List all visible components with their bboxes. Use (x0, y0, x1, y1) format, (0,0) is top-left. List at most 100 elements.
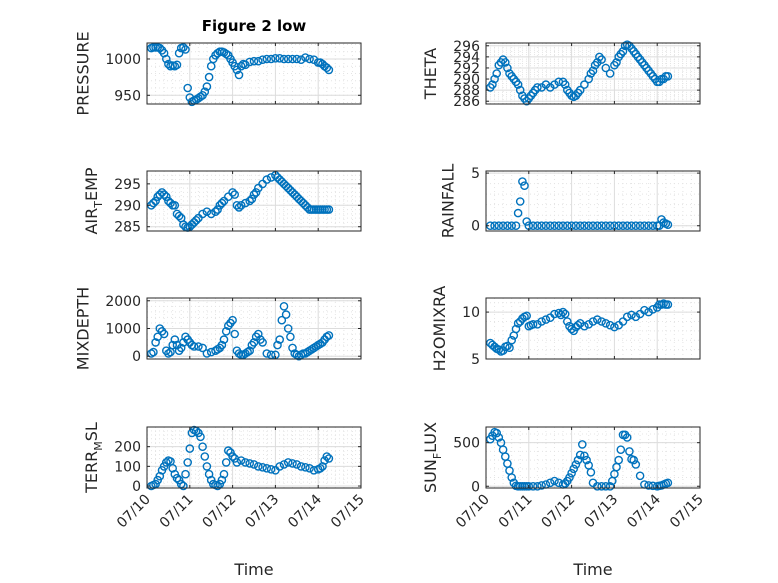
y-tick-label: 292 (453, 61, 480, 77)
data-point (558, 307, 568, 317)
axes-top-left: 950 1000 PRESSURE (74, 31, 362, 116)
data-point (597, 317, 606, 326)
y-tick-label: 290 (114, 198, 141, 214)
figure-title: Figure 2 low (202, 17, 307, 35)
data-point (324, 331, 334, 340)
data-point (228, 188, 237, 197)
data-point (627, 310, 636, 320)
data-point (511, 324, 521, 334)
y-axis-label: TERRMSL (82, 422, 105, 494)
data-point (518, 314, 527, 323)
data-point (275, 335, 285, 344)
data-point (597, 481, 606, 491)
y-axis-label: RAINFALL (438, 164, 457, 239)
data-point (625, 447, 634, 456)
data-point (503, 341, 512, 351)
data-point (588, 221, 598, 230)
data-point (202, 82, 212, 91)
data-point (245, 196, 254, 206)
data-point (202, 207, 212, 216)
data-point (567, 468, 576, 478)
data-point (149, 347, 158, 357)
data-point (236, 200, 246, 210)
data-point (170, 335, 180, 344)
data-point (550, 309, 559, 319)
axes-frame (146, 426, 362, 489)
data-point (614, 221, 624, 230)
axes-second-right: 0 5 RAINFALL (438, 164, 701, 239)
data-point (161, 192, 171, 201)
data-point (528, 319, 538, 329)
data-point (253, 329, 263, 339)
y-tick-label: 0 (471, 479, 480, 495)
data-point (507, 221, 517, 230)
y-axis-label: AIRTEMP (82, 167, 105, 234)
data-point (554, 221, 564, 230)
data-point (301, 462, 310, 472)
y-tick-label: 0 (132, 349, 141, 365)
data-point (550, 476, 559, 486)
data-point (586, 467, 596, 477)
data-point (605, 69, 615, 78)
data-point (228, 452, 237, 461)
data-point (232, 458, 242, 467)
data-point (537, 317, 546, 326)
data-point (601, 63, 611, 73)
data-point (198, 209, 207, 219)
x-tick-label: 07/13 (581, 492, 621, 532)
data-point (580, 80, 589, 89)
data-point (198, 442, 207, 452)
data-point (545, 221, 555, 230)
data-point (266, 350, 276, 360)
data-point (593, 315, 602, 324)
data-point (161, 54, 171, 64)
y-tick-label: 0 (471, 219, 480, 235)
data-point (279, 460, 289, 469)
y-tick-label: 100 (114, 459, 141, 475)
axes-frame (485, 297, 701, 360)
axes-frame (485, 170, 701, 232)
data-point (565, 473, 574, 482)
data-point (533, 221, 542, 230)
data-point (273, 173, 282, 182)
data-point (183, 83, 192, 93)
data-point (217, 340, 227, 350)
data-point (498, 221, 508, 230)
data-point (541, 315, 551, 324)
x-tick-label: 07/12 (539, 492, 579, 532)
y-axis-label: THETA (421, 48, 440, 100)
data-point (322, 63, 332, 72)
data-point (622, 312, 632, 322)
data-point (322, 332, 332, 342)
data-point (614, 455, 624, 465)
data-point (545, 478, 555, 488)
data-point (288, 343, 297, 353)
data-point (219, 469, 229, 479)
data-point (166, 198, 175, 208)
data-point (560, 80, 570, 89)
data-point (149, 198, 158, 208)
data-point (533, 83, 542, 92)
data-point (605, 320, 615, 330)
data-point (262, 349, 272, 358)
axes-bottom-left: 0 100 200 07/10 07/11 07/12 07/13 07/14 07/15 TER… (82, 422, 368, 579)
data-point (159, 329, 169, 339)
data-point (221, 326, 231, 336)
axes-frame (485, 426, 701, 489)
data-point (213, 48, 222, 58)
data-point (164, 196, 173, 206)
data-point (324, 205, 334, 214)
data-point (522, 217, 532, 226)
data-point (155, 43, 165, 53)
data-point (230, 329, 239, 339)
data-point (211, 207, 220, 216)
data-point (563, 317, 572, 326)
data-point (172, 60, 182, 70)
data-point (202, 349, 212, 358)
data-point (631, 312, 641, 322)
data-point (307, 344, 317, 354)
y-tick-label: 5 (471, 166, 480, 182)
y-tick-label: 950 (114, 88, 141, 104)
data-point (578, 440, 587, 449)
data-point (298, 198, 308, 208)
